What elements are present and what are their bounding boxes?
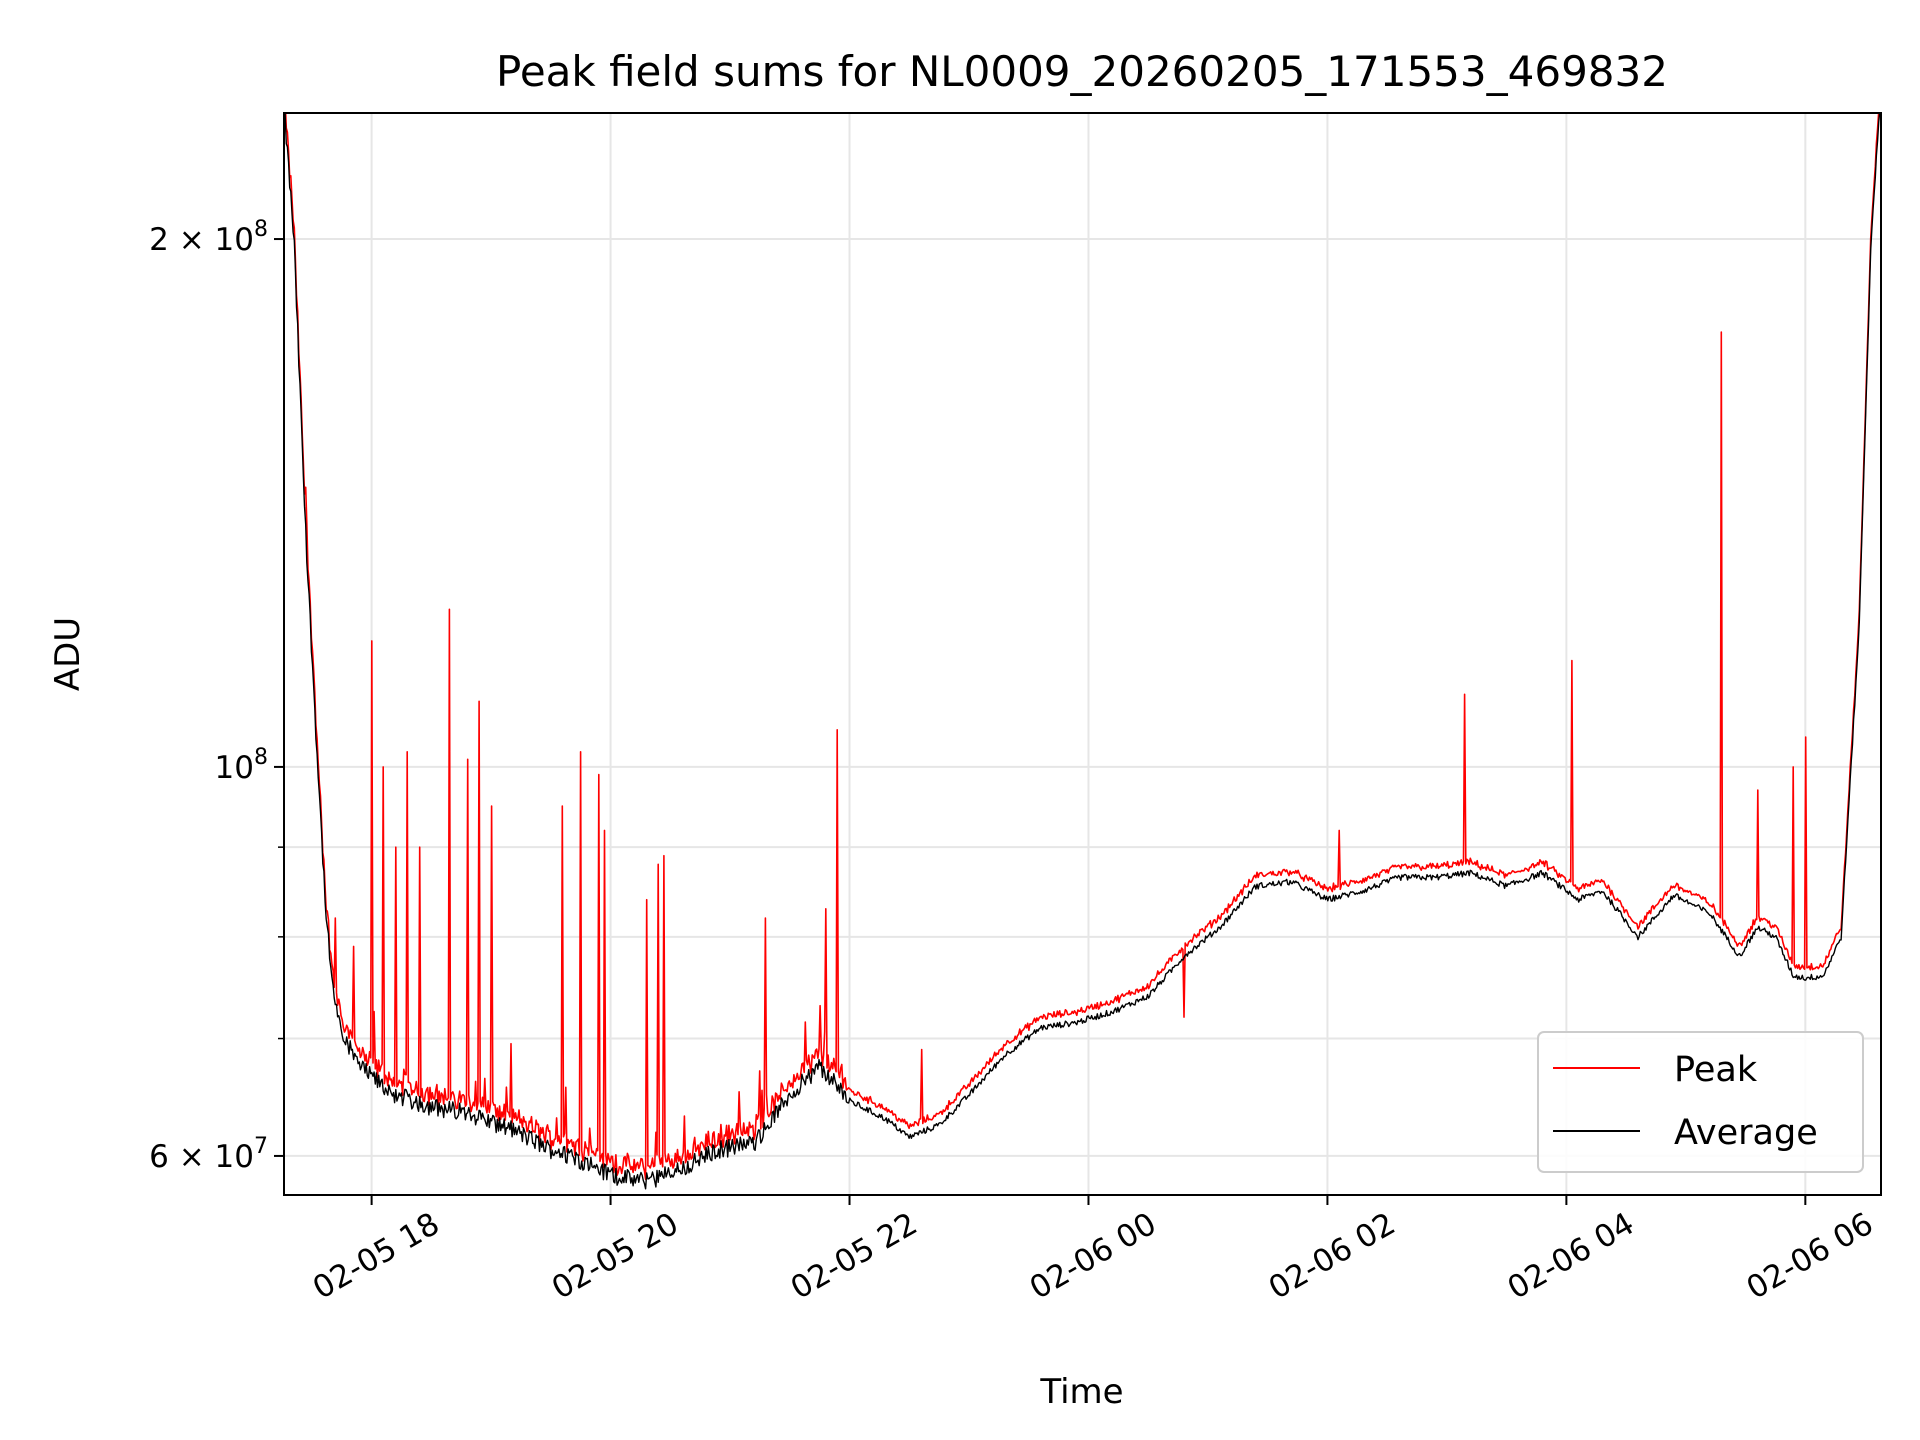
series-line-average: [284, 113, 1881, 1190]
series-layer: [284, 113, 1881, 1190]
chart-title: Peak field sums for NL0009_20260205_1715…: [496, 47, 1668, 96]
y-tick-label: 108: [215, 745, 268, 786]
legend-label-peak: Peak: [1674, 1050, 1758, 1090]
y-axis-label: ADU: [48, 617, 88, 691]
series-line-peak: [284, 113, 1880, 1181]
legend: Peak Average: [1537, 1031, 1864, 1173]
legend-label-average: Average: [1674, 1113, 1818, 1153]
y-tick-label: 2 × 108: [149, 217, 268, 258]
x-axis-label: Time: [1039, 1372, 1123, 1412]
y-tick-label: 6 × 107: [149, 1134, 268, 1175]
plot-frame: [283, 112, 1882, 1196]
